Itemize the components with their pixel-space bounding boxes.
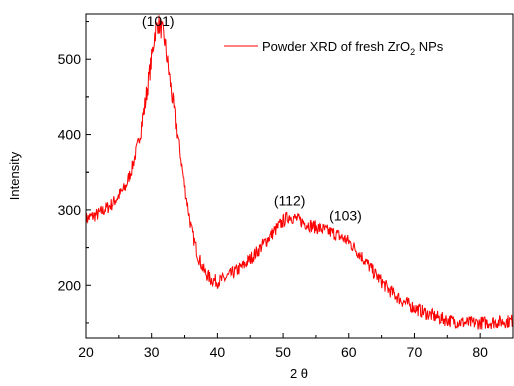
x-axis-ticks: 20 30 40 50 60 70 80	[78, 333, 514, 360]
peak-label: (101)	[142, 13, 175, 29]
x-tick-label: 80	[472, 344, 488, 360]
x-tick-label: 50	[275, 344, 291, 360]
x-tick-label: 30	[144, 344, 160, 360]
peak-annotations: (101) (112) (103)	[142, 13, 362, 223]
y-tick-label: 300	[58, 202, 82, 218]
legend-label-tail: NPs	[415, 39, 444, 54]
peak-label: (103)	[329, 207, 362, 223]
legend-label-main: Powder XRD of fresh ZrO	[262, 39, 410, 54]
legend: Powder XRD of fresh ZrO2 NPs	[224, 39, 444, 57]
legend-label: Powder XRD of fresh ZrO2 NPs	[262, 39, 444, 57]
xrd-series-line	[86, 15, 513, 330]
y-tick-label: 500	[58, 51, 82, 67]
x-tick-label: 70	[407, 344, 423, 360]
y-axis-ticks: 200 300 400 500	[58, 21, 91, 324]
x-tick-label: 40	[210, 344, 226, 360]
x-tick-label: 20	[78, 344, 94, 360]
peak-label: (112)	[274, 192, 306, 208]
plot-frame	[85, 13, 514, 339]
y-tick-label: 400	[58, 127, 82, 143]
y-axis-title: Intensity	[7, 151, 22, 200]
x-axis-title: 2 θ	[290, 366, 308, 381]
y-tick-label: 200	[58, 277, 82, 293]
legend-label-subscript: 2	[410, 47, 415, 57]
x-tick-label: 60	[341, 344, 357, 360]
